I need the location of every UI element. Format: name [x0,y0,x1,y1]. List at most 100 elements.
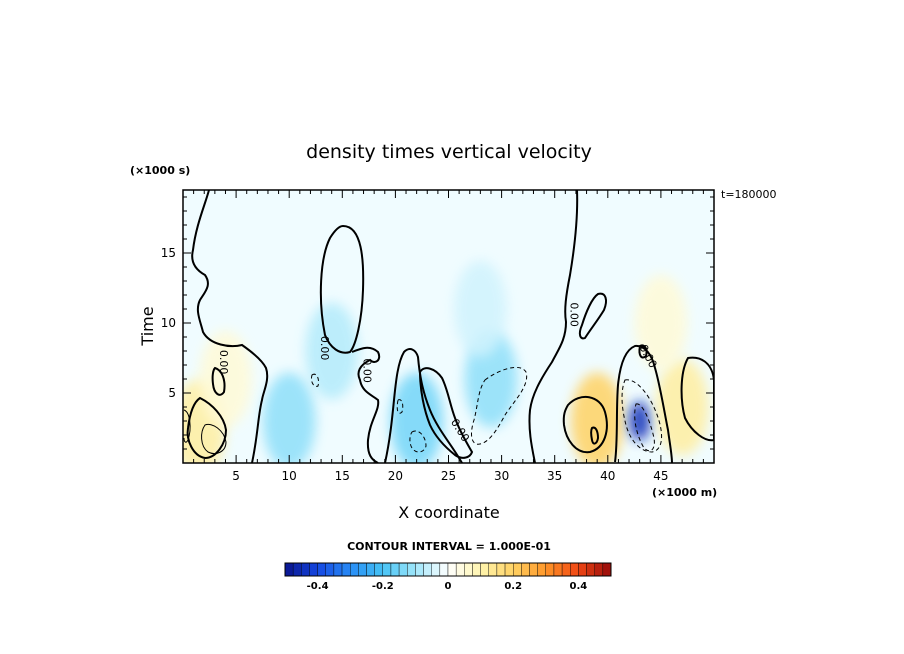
tick-labels: 5 10 15 20 25 30 35 40 45 5 10 15 [161,246,669,483]
contour-label: 0.00 [217,350,230,375]
colorbar-cell [513,562,522,577]
y-tick-label: 15 [161,246,176,260]
colorbar-cell [447,562,457,577]
negative-contour [311,373,319,387]
y-axis-label: Time [138,306,157,346]
colorbar-frame [284,562,612,577]
colorbar-cell [341,562,351,577]
x-unit-label: (×1000 m) [652,486,717,499]
colorbar-cell [390,562,400,577]
colorbar-cell [325,562,335,577]
colorbar-cell [561,562,571,577]
tick-layer [183,190,714,463]
zero-contour [211,366,226,396]
zero-contour [562,396,608,454]
colorbar-cell [292,562,302,577]
colorbar-cell [407,562,416,577]
negative-contour [634,403,655,452]
zero-contour [590,426,600,445]
zero-contour [528,190,579,463]
contour-label: 0.00 [568,302,581,327]
x-tick-label: 30 [494,469,509,483]
zero-contour [578,292,607,340]
colorbar-cell [431,562,441,577]
colorbar-cell [455,562,465,577]
zero-contour [191,190,269,463]
colorbar-tick-label: -0.2 [372,581,394,592]
colorbar-cell [439,562,449,577]
colorbar-cell [529,562,538,577]
colorbar-cell [602,562,612,577]
x-axis-label: X coordinate [398,503,499,522]
positive-contour [183,409,191,443]
contour-label: 0.00 [318,336,331,361]
colorbar-cell [553,562,563,577]
negative-contours [311,367,662,453]
x-tick-label: 25 [441,469,456,483]
colorbar-cell [301,562,310,577]
colorbar-cell [284,562,294,577]
colorbar-cell [398,562,408,577]
colorbar-cell [488,562,498,577]
colorbar-cell [309,562,318,577]
x-tick-label: 45 [653,469,668,483]
zero-contour [384,348,463,463]
field-blob [305,302,359,400]
colorbar-cell [521,562,530,577]
x-tick-label: 20 [388,469,403,483]
colorbar-cell [382,562,392,577]
negative-contour [621,379,662,453]
colorbar-cell [570,562,579,577]
colorbar-tick-label: 0.4 [570,581,588,592]
x-tick-label: 40 [600,469,615,483]
colorbar-cell [366,562,375,577]
colorbar-cell [374,562,383,577]
colorbar-cell [415,562,424,577]
colorbar-cell [480,562,489,577]
x-tick-label: 5 [232,469,240,483]
contour-label: 0.00 [361,358,374,383]
y-tick-label: 10 [161,316,176,330]
colorbar-cell [537,562,547,577]
colorbar-labels: -0.4 -0.2 0 0.2 0.4 [307,581,588,592]
zero-contours [186,190,714,463]
field-blob [634,274,688,372]
negative-contour [471,367,528,445]
colorbar-cell [504,562,514,577]
field-blob [199,330,252,428]
colorbar-cell [496,562,506,577]
y-unit-label: (×1000 s) [130,164,190,177]
colorbar-cell [423,562,432,577]
colorbar-tick-label: 0 [445,581,452,592]
zero-contour [186,396,228,460]
colorbar-cell [545,562,555,577]
time-label: t=180000 [721,188,777,201]
chart-title: density times vertical velocity [306,141,592,163]
x-tick-label: 10 [282,469,297,483]
zero-contour [351,346,381,463]
zero-contour [680,356,714,442]
negative-contour [409,430,427,453]
positive-contours [183,409,227,455]
colorbar-cell [333,562,343,577]
colorbar-cell [464,562,473,577]
field-blob [570,372,624,463]
colorbar-tick-label: 0.2 [504,581,522,592]
negative-contour [396,399,404,414]
field-blob [390,372,444,463]
positive-contour [201,423,227,455]
colorbar [284,562,612,577]
colorbar-cell [317,562,326,577]
contour-interval-label: CONTOUR INTERVAL = 1.000E-01 [347,540,551,553]
y-tick-label: 5 [168,386,176,400]
x-tick-label: 15 [335,469,350,483]
colorbar-cell [358,562,367,577]
colorbar-cell [578,562,587,577]
x-tick-label: 35 [547,469,562,483]
field-blob [628,401,651,441]
field-blob [262,372,316,463]
field-blob [453,260,507,358]
zero-contour [638,344,648,359]
zero-contour [418,367,474,459]
